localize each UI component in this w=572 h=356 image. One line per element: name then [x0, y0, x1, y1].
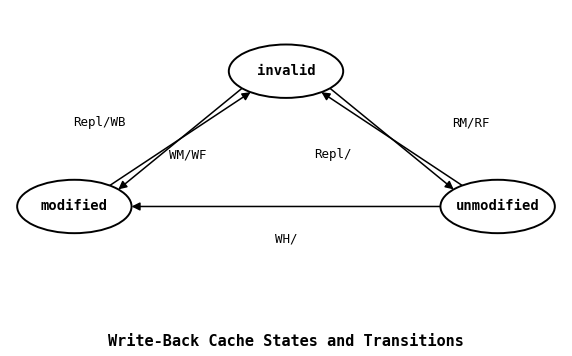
Ellipse shape — [229, 44, 343, 98]
Text: Repl/: Repl/ — [314, 148, 352, 161]
Ellipse shape — [440, 180, 555, 233]
Text: RM/RF: RM/RF — [452, 116, 490, 129]
Ellipse shape — [17, 180, 132, 233]
Text: WM/WF: WM/WF — [169, 148, 206, 161]
Text: unmodified: unmodified — [456, 199, 539, 214]
Text: Write-Back Cache States and Transitions: Write-Back Cache States and Transitions — [108, 334, 464, 349]
Text: invalid: invalid — [257, 64, 315, 78]
Text: Repl/WB: Repl/WB — [73, 116, 126, 129]
Text: WH/: WH/ — [275, 232, 297, 245]
Text: modified: modified — [41, 199, 108, 214]
